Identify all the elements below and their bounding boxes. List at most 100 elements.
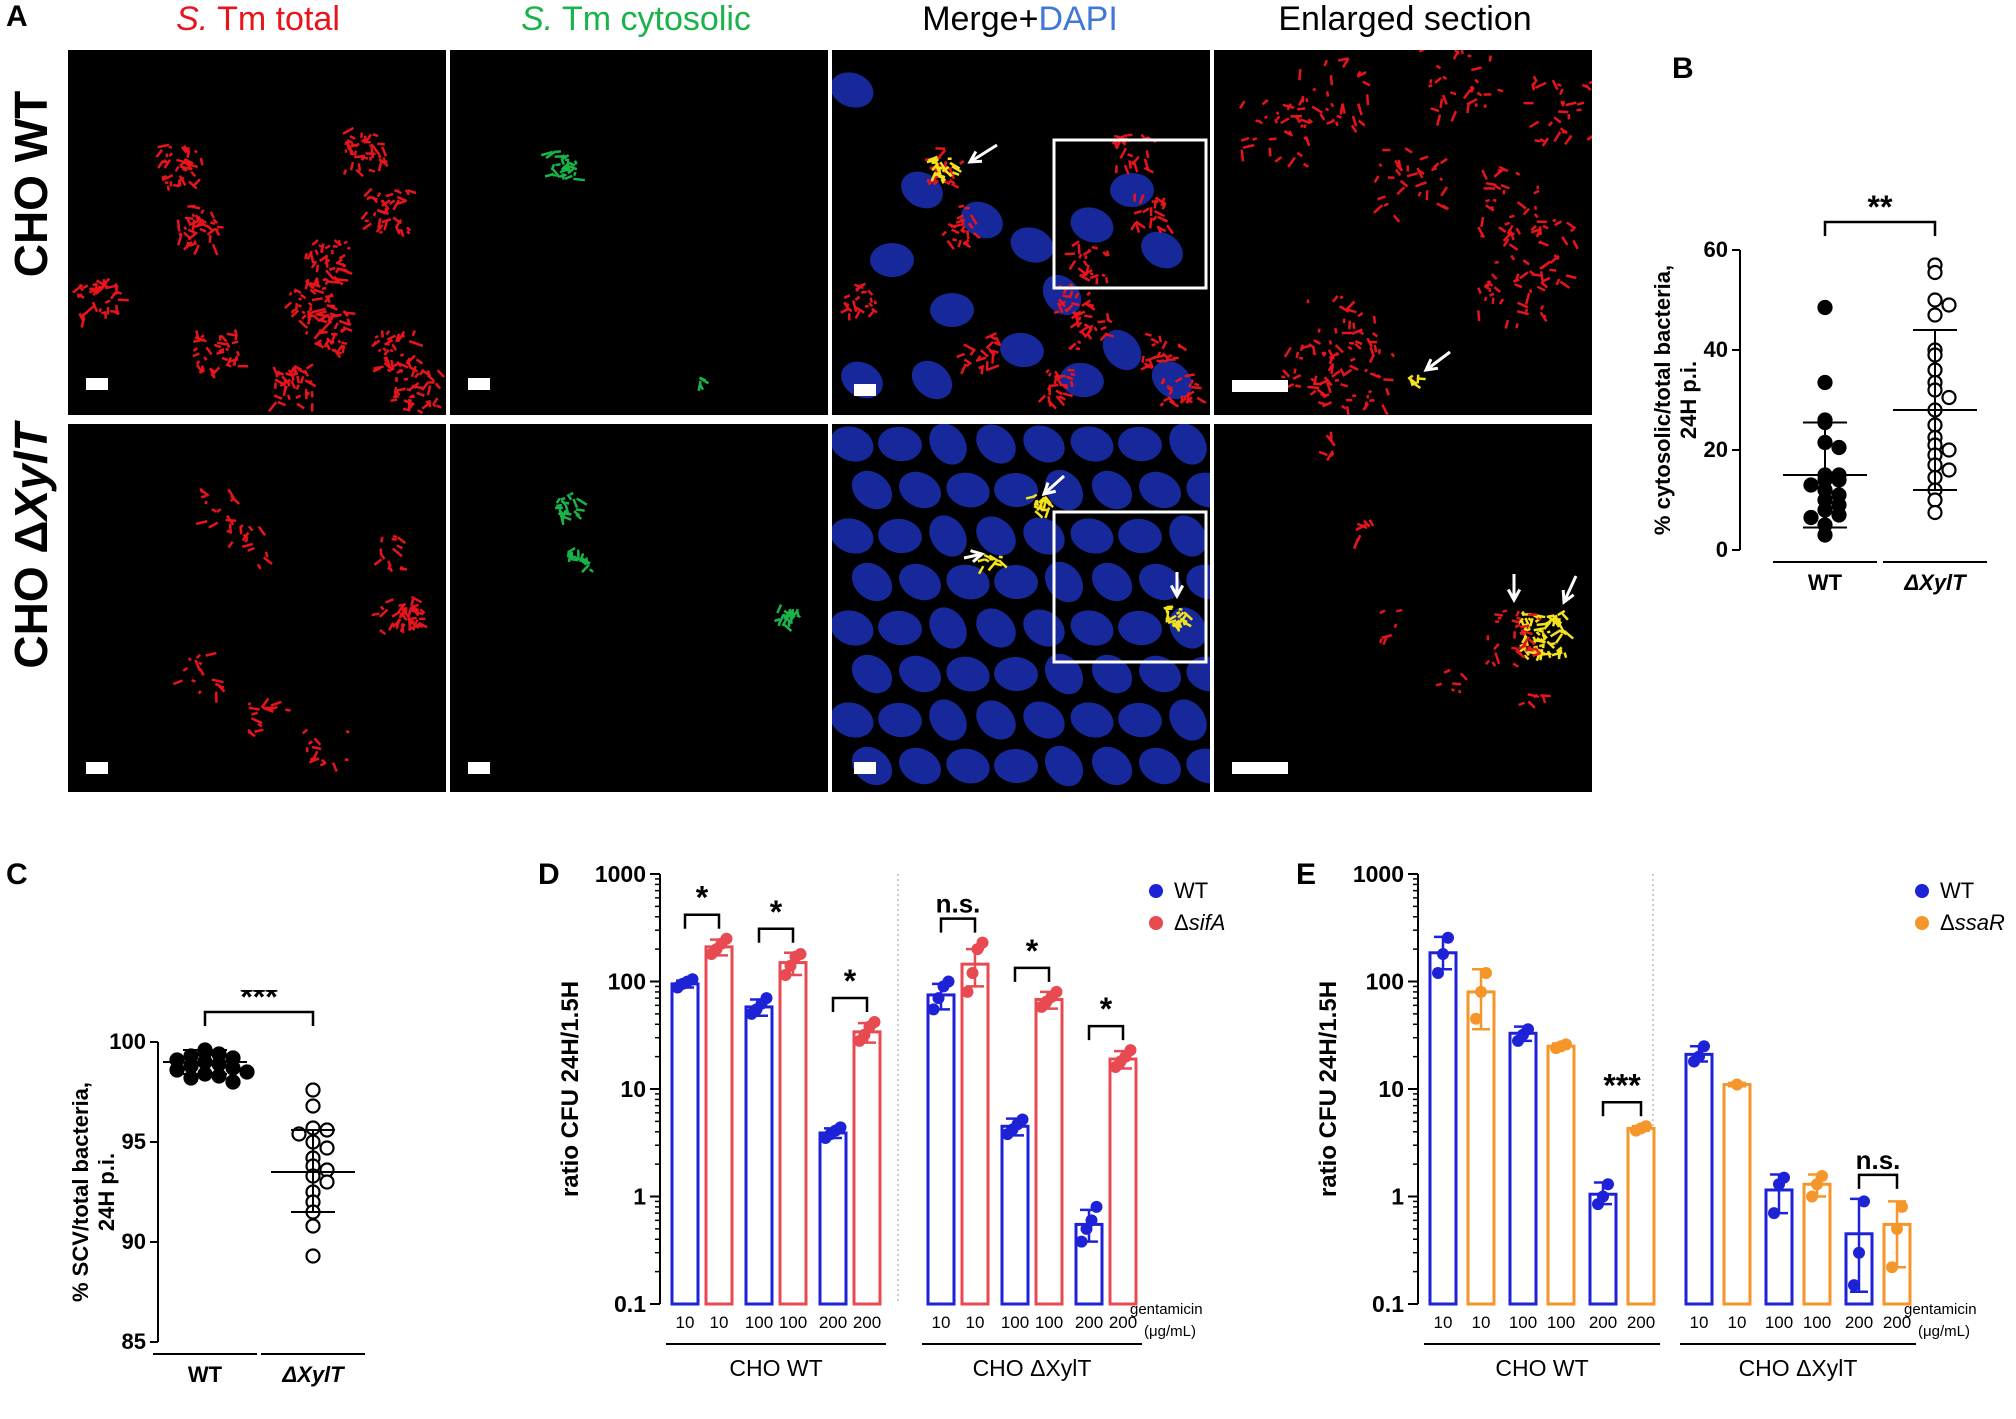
bacteria-cluster	[1517, 609, 1574, 662]
bacteria-cluster	[226, 524, 273, 570]
zoom-box	[1052, 138, 1208, 290]
bar	[778, 961, 808, 1306]
data-point	[1731, 1078, 1743, 1091]
y-tick-label: 1000	[595, 861, 646, 887]
arrow-icon	[1169, 572, 1185, 600]
y-axis-label: ratio CFU 24H/1.5H	[557, 981, 584, 1197]
bar	[926, 993, 956, 1306]
x-conc-label: 10	[1472, 1313, 1491, 1332]
bacteria-cluster	[774, 604, 801, 633]
y-axis-label-2: 24H p.i.	[1676, 361, 1701, 439]
bacteria-cluster	[176, 204, 224, 256]
y-tick-label: 85	[122, 1329, 146, 1354]
x-conc-label: 200	[819, 1313, 847, 1332]
data-point	[1941, 389, 1957, 406]
x-category-label: ΔXylT	[1903, 570, 1967, 595]
y-tick-label: 100	[608, 969, 646, 995]
data-point	[932, 992, 945, 1005]
header-merge-text: Merge+	[922, 0, 1039, 38]
bacteria-cluster	[1523, 75, 1592, 147]
significance-bracket	[203, 1010, 315, 1026]
x-conc-label: 10	[1434, 1313, 1453, 1332]
data-point	[1858, 1195, 1870, 1208]
y-tick-label: 90	[122, 1229, 146, 1254]
scale-bar	[1232, 380, 1288, 392]
data-point	[1693, 1050, 1705, 1063]
micrograph-wt-total	[68, 50, 446, 415]
panel-letter-d: D	[538, 858, 560, 891]
significance-bracket	[939, 917, 977, 933]
bacteria-cluster	[1378, 608, 1403, 646]
bacteria-cluster	[391, 602, 428, 634]
data-point	[1698, 1040, 1710, 1053]
significance-bracket	[1823, 220, 1937, 236]
bacteria-cluster	[1277, 344, 1350, 415]
header-total-text: Tm total	[208, 0, 340, 38]
y-tick-label: 100	[109, 1029, 146, 1054]
data-point	[1437, 948, 1449, 961]
data-point	[1124, 1044, 1137, 1057]
data-point	[1778, 1171, 1790, 1184]
data-point	[1941, 297, 1957, 313]
legend-marker	[1149, 916, 1163, 930]
x-conc-label: 10	[710, 1313, 729, 1332]
y-tick-label: 0	[1716, 537, 1728, 562]
chart-e: 0.1 1 10 100 1000 ratio CFU 24H/1.5H 10 10 100 10…	[1315, 861, 2005, 1381]
data-point	[686, 973, 699, 986]
x-conc-label: 100	[779, 1313, 807, 1332]
bar	[1802, 1182, 1832, 1306]
bacteria-cluster	[267, 363, 317, 413]
col-header-total: S. Tm total	[68, 0, 448, 39]
significance-label: ***	[1603, 1067, 1641, 1103]
bacteria-cluster	[1477, 165, 1541, 241]
data-point	[868, 1016, 881, 1029]
bacteria-cluster	[342, 126, 389, 178]
significance-bracket	[1087, 1024, 1125, 1041]
panel-letter-b: B	[1672, 52, 1694, 85]
x-conc-label: 10	[1690, 1313, 1709, 1332]
y-axis-label: % cytosolic/total bacteria,	[1650, 265, 1675, 535]
bar	[1108, 1057, 1138, 1306]
chart-d: 0.1 1 10 100 1000 ratio CFU 24H/1.5H 10 10 100 10…	[557, 861, 1225, 1381]
micrograph-ko-cytosolic	[450, 424, 828, 792]
bacteria-cluster	[1064, 240, 1110, 285]
data-point	[1470, 1012, 1482, 1025]
bacteria-cluster	[1163, 605, 1194, 632]
conc-axis-label: gentamicin	[1130, 1301, 1203, 1318]
bacteria-cluster	[977, 553, 1008, 575]
data-point	[779, 968, 792, 981]
bacteria-cluster	[390, 368, 445, 415]
panel-letter-c: C	[6, 858, 28, 891]
x-conc-label: 100	[1803, 1313, 1831, 1332]
chart-c: 85 90 95 100 % SCV/total bacteria, 24H p.i. WT…	[68, 990, 365, 1387]
data-point	[1602, 1178, 1614, 1191]
data-point	[1941, 462, 1957, 478]
x-conc-label: 100	[1547, 1313, 1575, 1332]
data-point	[927, 1003, 940, 1016]
conc-axis-unit: (μg/mL)	[1144, 1323, 1196, 1340]
x-conc-label: 200	[853, 1313, 881, 1332]
x-conc-label: 100	[1001, 1313, 1029, 1332]
data-point	[1806, 1190, 1818, 1203]
conc-axis-unit: (μg/mL)	[1918, 1323, 1970, 1340]
bacteria-cluster	[840, 282, 878, 321]
arrow-icon	[1506, 574, 1522, 604]
bacteria-cluster	[1290, 57, 1371, 133]
bar	[1000, 1124, 1030, 1306]
legend-label: ΔsifA	[1174, 910, 1225, 935]
bar	[1034, 998, 1064, 1306]
significance-bracket	[1601, 1101, 1643, 1117]
data-point	[1941, 442, 1957, 458]
y-tick-label: 0.1	[1372, 1291, 1404, 1317]
arrow-icon	[1423, 350, 1451, 372]
data-point	[1817, 374, 1833, 391]
header-cyto-species: S.	[521, 0, 554, 38]
bar	[852, 1030, 882, 1306]
bacteria-cluster	[540, 150, 585, 182]
scale-bar	[86, 762, 108, 774]
bacteria-cluster	[284, 278, 340, 329]
col-header-enlarged: Enlarged section	[1278, 0, 1532, 38]
x-conc-label: 200	[1075, 1313, 1103, 1332]
group-label: CHO WT	[729, 1355, 822, 1381]
bar	[1428, 951, 1458, 1306]
